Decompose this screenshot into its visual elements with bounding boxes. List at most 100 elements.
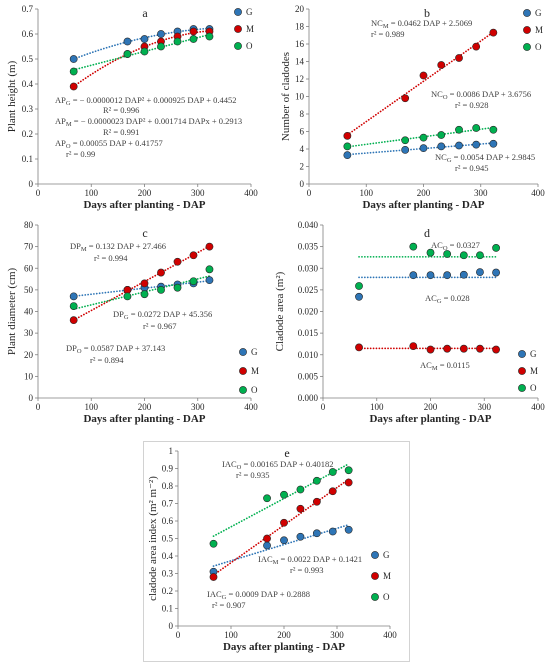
- data-point-m: [489, 28, 498, 37]
- y-tick-label: 6: [300, 127, 305, 137]
- y-tick-label: 0.5: [162, 534, 174, 544]
- data-point-m: [173, 257, 182, 266]
- y-tick-label: 50: [24, 285, 34, 295]
- data-point-g: [472, 140, 481, 149]
- y-tick-label: 70: [24, 242, 34, 252]
- x-tick-label: 300: [191, 188, 205, 198]
- data-point-m: [419, 71, 428, 80]
- x-tick-label: 400: [244, 402, 258, 412]
- legend-marker-m: [234, 25, 242, 33]
- equation-variable: AC: [420, 360, 432, 370]
- trendline-m: [72, 245, 211, 321]
- data-point-o: [280, 490, 288, 499]
- equation-expression: = − 0.0000012 DAP² + 0.000925 DAP + 0.44…: [71, 95, 237, 105]
- fit-r-squared: r² = 0.894: [90, 355, 124, 365]
- legend-label: M: [535, 25, 543, 35]
- y-tick-label: 16: [295, 39, 305, 49]
- x-tick-label: 200: [417, 188, 431, 198]
- y-tick-label: 0.025: [298, 285, 319, 295]
- data-point-m: [343, 131, 352, 140]
- trendline-g: [72, 27, 211, 60]
- y-tick-label: 12: [295, 74, 304, 84]
- data-point-o: [140, 47, 149, 56]
- data-point-m: [455, 54, 463, 62]
- legend-marker-m: [523, 26, 531, 34]
- data-point-o: [409, 242, 418, 251]
- equation-subscript: O: [237, 464, 242, 471]
- legend-marker-g: [234, 8, 242, 16]
- legend-marker-g: [523, 9, 531, 17]
- fit-equation: APM = − 0.0000023 DAP² + 0.001714 DAPx +…: [55, 116, 242, 128]
- fit-equation: IACM = 0.0022 DAP + 0.1421: [258, 554, 362, 566]
- data-point-g: [344, 525, 353, 534]
- data-point-g: [343, 151, 352, 160]
- x-tick-label: 100: [224, 630, 238, 640]
- y-axis-title: cladode area index (m² m⁻²): [147, 476, 159, 601]
- x-tick-label: 400: [531, 188, 545, 198]
- legend-marker-o: [371, 593, 379, 601]
- x-tick-label: 0: [36, 402, 41, 412]
- data-point-o: [140, 290, 149, 299]
- y-tick-label: 0.8: [162, 481, 174, 491]
- equation-variable: AC: [425, 293, 437, 303]
- y-tick-label: 0.2: [162, 586, 173, 596]
- x-tick-label: 100: [85, 402, 99, 412]
- panel-e: 0 0.1 0.2 0.3 0.4 0.5 0.6 0.7 0.8 0.9 1 0 100 200 300 4…: [147, 446, 397, 653]
- data-point-m: [328, 487, 337, 496]
- data-point-g: [489, 139, 498, 148]
- x-axis-title: Days after planting - DAP: [83, 413, 205, 425]
- legend-label: M: [246, 24, 254, 34]
- equation-variable: DP: [66, 343, 77, 353]
- y-tick-label: 60: [24, 263, 34, 273]
- legend-label: G: [383, 550, 390, 560]
- equation-expression: = 0.0327: [448, 240, 480, 250]
- legend-marker-o: [239, 386, 247, 394]
- data-point-m: [492, 345, 500, 354]
- equation-subscript: G: [222, 594, 227, 601]
- x-tick-label: 200: [138, 402, 152, 412]
- data-point-m: [205, 242, 214, 251]
- data-point-m: [157, 268, 165, 277]
- data-point-o: [209, 539, 218, 548]
- trendline-o: [346, 126, 495, 148]
- y-tick-label: 0.7: [22, 4, 34, 14]
- data-point-m: [189, 251, 198, 260]
- legend-marker-g: [518, 350, 526, 358]
- y-tick-label: 0.4: [22, 79, 34, 89]
- legend-marker-o: [518, 384, 526, 392]
- y-tick-label: 0.020: [298, 307, 319, 317]
- y-tick-label: 0.040: [298, 220, 319, 230]
- trendline-g: [212, 523, 350, 567]
- data-point-g: [459, 270, 468, 279]
- fit-r-squared: r² = 0.993: [290, 565, 324, 575]
- x-tick-label: 200: [277, 630, 291, 640]
- equation-variable: AP: [55, 138, 66, 148]
- x-tick-label: 400: [383, 630, 397, 640]
- data-point-g: [263, 541, 271, 550]
- x-tick-label: 400: [244, 188, 258, 198]
- legend-marker-o: [523, 43, 531, 51]
- data-point-m: [409, 342, 418, 350]
- data-point-g: [280, 536, 288, 545]
- equation-expression: = 0.0009 DAP + 0.2888: [226, 589, 310, 599]
- legend-label: M: [251, 366, 259, 376]
- data-point-o: [459, 251, 468, 260]
- equation-subscript: O: [443, 94, 448, 101]
- data-point-m: [189, 27, 198, 36]
- y-tick-label: 0: [29, 393, 34, 403]
- y-tick-label: 0.005: [298, 371, 319, 381]
- fit-equation: APG = − 0.0000012 DAP² + 0.000925 DAP + …: [55, 95, 237, 107]
- data-point-m: [401, 94, 410, 103]
- y-tick-label: 0.015: [298, 328, 319, 338]
- x-tick-label: 200: [138, 188, 152, 198]
- y-axis-title: Plant height (m): [6, 60, 18, 132]
- data-point-o: [173, 37, 182, 46]
- x-tick-label: 200: [424, 402, 438, 412]
- data-point-o: [419, 133, 428, 142]
- y-axis-title: Cladode area (m²): [274, 271, 286, 351]
- y-tick-label: 0.3: [22, 104, 34, 114]
- equation-subscript: O: [66, 143, 71, 150]
- data-point-g: [355, 292, 363, 301]
- data-point-m: [280, 518, 288, 527]
